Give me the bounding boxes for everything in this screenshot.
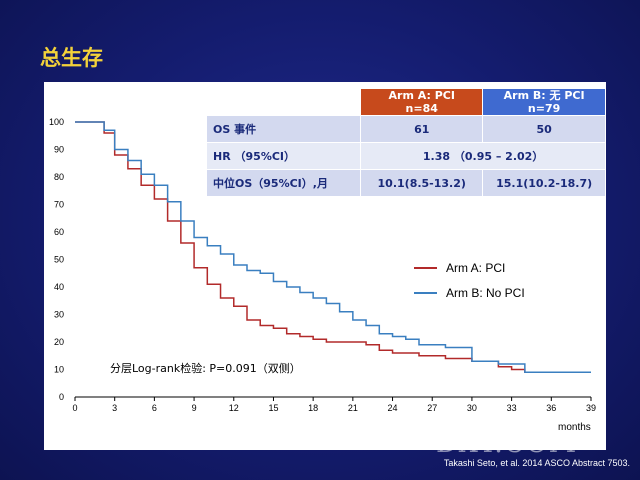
y-tick-label: 30 bbox=[54, 310, 64, 320]
row-label-median-os: 中位OS（95%CI）,月 bbox=[205, 169, 362, 197]
x-tick-label: 12 bbox=[229, 403, 239, 413]
y-tick-label: 40 bbox=[54, 282, 64, 292]
y-tick-label: 0 bbox=[59, 392, 64, 402]
os-events-arm-b: 50 bbox=[482, 115, 606, 143]
hr-value: 1.38 （0.95 – 2.02） bbox=[360, 142, 606, 170]
x-tick-label: 27 bbox=[427, 403, 437, 413]
x-tick-label: 36 bbox=[546, 403, 556, 413]
row-label-os-events: OS 事件 bbox=[205, 115, 362, 143]
x-tick-label: 18 bbox=[308, 403, 318, 413]
series-line-arm-b bbox=[75, 121, 591, 373]
slide-title: 总生存 bbox=[40, 46, 103, 70]
legend-label: Arm A: PCI bbox=[446, 261, 505, 275]
median-os-arm-a: 10.1(8.5-13.2) bbox=[360, 169, 484, 197]
table-header-row: Arm A: PCI n=84 Arm B: 无 PCI n=79 bbox=[205, 88, 606, 116]
logrank-annotation: 分层Log-rank检验: P=0.091（双侧） bbox=[110, 361, 301, 375]
header-a-name: Arm A: PCI bbox=[388, 89, 455, 102]
header-b-n: n=79 bbox=[527, 102, 561, 115]
km-chart: 0 3 6 9 12 15 18 21 24 27 30 33 36 390102030405060708… bbox=[49, 117, 596, 433]
y-tick-label: 80 bbox=[54, 172, 64, 182]
x-tick-label: 3 bbox=[112, 403, 117, 413]
x-tick-label: 21 bbox=[348, 403, 358, 413]
header-b-name: Arm B: 无 PCI bbox=[503, 89, 585, 102]
x-tick-label: 9 bbox=[192, 403, 197, 413]
series-layer bbox=[75, 121, 591, 373]
table-row: 中位OS（95%CI）,月 10.1(8.5-13.2) 15.1(10.2-1… bbox=[205, 169, 606, 197]
footnote: Takashi Seto, et al. 2014 ASCO Abstract … bbox=[443, 458, 630, 468]
table-header-blank bbox=[205, 88, 362, 116]
legend-label: Arm B: No PCI bbox=[446, 286, 525, 300]
chart-panel: 0 3 6 9 12 15 18 21 24 27 30 33 36 39 0 10 20 30 40 50 60 70 8… bbox=[44, 82, 606, 450]
x-tick-label: 6 bbox=[152, 403, 157, 413]
y-tick-label: 60 bbox=[54, 227, 64, 237]
row-label-hr: HR （95%CI） bbox=[205, 142, 362, 170]
x-tick-label: 0 bbox=[72, 403, 77, 413]
table-row: HR （95%CI） 1.38 （0.95 – 2.02） bbox=[205, 142, 606, 170]
y-tick-label: 100 bbox=[49, 117, 64, 127]
y-tick-label: 20 bbox=[54, 337, 64, 347]
x-tick-label: 33 bbox=[507, 403, 517, 413]
y-tick-label: 70 bbox=[54, 200, 64, 210]
x-tick-label: 30 bbox=[467, 403, 477, 413]
x-tick-label: 24 bbox=[388, 403, 398, 413]
median-os-arm-b: 15.1(10.2-18.7) bbox=[482, 169, 606, 197]
x-unit-label: months bbox=[558, 422, 591, 433]
table-row: OS 事件 61 50 bbox=[205, 115, 606, 143]
table-header-arm-b: Arm B: 无 PCI n=79 bbox=[482, 88, 606, 116]
y-tick-label: 90 bbox=[54, 145, 64, 155]
x-tick-label: 39 bbox=[586, 403, 596, 413]
header-a-n: n=84 bbox=[405, 102, 438, 115]
x-tick-label: 15 bbox=[268, 403, 278, 413]
y-tick-label: 50 bbox=[54, 255, 64, 265]
os-events-arm-a: 61 bbox=[360, 115, 484, 143]
table-header-arm-a: Arm A: PCI n=84 bbox=[360, 88, 484, 116]
km-summary-table: Arm A: PCI n=84 Arm B: 无 PCI n=79 OS 事件 … bbox=[205, 88, 606, 197]
axes-layer: 0 3 6 9 12 15 18 21 24 27 30 33 36 390102030405060708… bbox=[49, 117, 596, 413]
legend: Arm A: PCI Arm B: No PCI bbox=[414, 261, 525, 300]
watermark: DXY.COM bbox=[436, 428, 578, 459]
y-tick-label: 10 bbox=[54, 365, 64, 375]
series-line-arm-a bbox=[75, 121, 591, 373]
